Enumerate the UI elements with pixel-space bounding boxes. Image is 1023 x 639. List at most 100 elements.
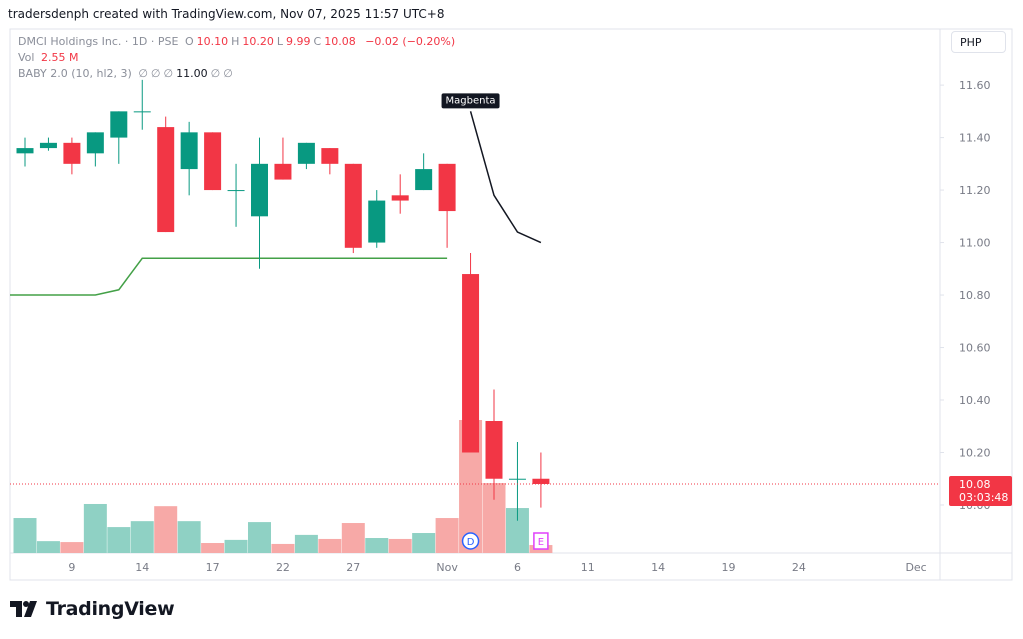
candle-body [344,163,362,248]
candle-body [532,478,550,484]
indicator-name: BABY 2.0 (10, hl2, 3) [18,67,132,80]
ohlc: O 10.10 H 10.20 L 9.99 C 10.08 [185,35,359,48]
event-marker [533,532,549,550]
last-price-label: 10.08 [959,478,991,491]
event-marker-label: D [467,537,475,548]
logo: TradingView [10,598,175,620]
candle-body [110,111,128,138]
volume-bar [83,503,107,553]
volume-bar [154,506,178,553]
annotation-label: Magbenta [446,95,496,106]
candle-body [180,132,198,170]
ohlc-key: O [184,35,194,48]
volume-bar [459,420,483,553]
volume-bar [365,538,389,553]
x-tick-label: 27 [346,561,360,574]
indicator-value: ∅ [223,67,233,80]
volume-bar [482,483,506,553]
ohlc-value: 10.20 [242,35,274,48]
volume-line: Vol 2.55 M [18,51,81,64]
ohlc-value: 10.10 [196,35,229,48]
y-tick-label: 10.40 [959,394,991,407]
volume-bar [294,534,318,553]
volume-bar [107,527,131,553]
volume-bar [388,538,412,553]
candle-body [63,142,81,164]
x-tick-label: 14 [651,561,665,574]
volume-bar [271,543,295,553]
volume-bar [248,522,271,553]
volume-bar [60,542,84,553]
symbol: DMCI Holdings Inc. · 1D · PSE [18,35,179,48]
indicator-value: ∅ [210,67,221,80]
volume-bar [435,518,459,553]
candle-body [485,421,503,479]
ohlc-value: 10.08 [324,35,356,48]
x-tick-label: 6 [514,561,521,574]
candle-body [204,132,222,191]
x-tick-label: 22 [276,561,290,574]
volume-bar [318,538,342,553]
y-tick-label: 11.20 [959,184,991,197]
x-tick-label: 11 [581,561,595,574]
candle-body [86,132,104,154]
ohlc-key: H [231,35,240,48]
countdown: 03:03:48 [959,491,1008,504]
indicator-line [10,257,448,296]
indicator-line: BABY 2.0 (10, hl2, 3) ∅ ∅ ∅ 11.00 ∅ ∅ [18,67,239,80]
candle-body [368,200,386,243]
x-tick-label: 17 [206,561,220,574]
volume-bar [412,533,436,553]
ohlc-value: 9.99 [286,35,311,48]
y-tick-label: 10.20 [959,446,991,459]
volume-bar [201,543,225,553]
volume-bar [36,541,60,553]
x-tick-label: 9 [68,561,75,574]
candle-body [133,111,151,113]
volume-bar [177,521,201,553]
last-price-box [949,475,1012,506]
candle-body [39,142,57,149]
plot-frame [9,28,1013,581]
x-tick-label: Nov [436,561,458,574]
candle-body [157,127,175,233]
volume-bar [505,508,529,553]
candle-body [227,190,245,192]
volume-value: 2.55 M [40,51,79,64]
currency-button[interactable]: PHP [951,31,1006,53]
logo-text: TradingView [46,598,175,620]
indicator-value: ∅ [150,67,161,80]
event-marker [461,532,480,550]
candle-body [508,478,526,480]
y-tick-label: 10.60 [959,342,991,355]
volume-bar [341,523,365,553]
x-tick-label: 24 [792,561,806,574]
x-tick-label: Dec [905,561,926,574]
y-tick-label: 11.00 [959,237,991,250]
indicator-value: ∅ [163,67,174,80]
candle-body [297,142,315,164]
candle-body [274,163,292,180]
candle-body [251,163,268,217]
indicator-values: ∅ ∅ ∅ 11.00 ∅ ∅ [138,67,235,80]
credit: tradersdenph created with TradingView.co… [8,7,445,21]
volume-bar [130,521,154,553]
y-tick-label: 11.60 [959,79,991,92]
volume-bar [224,539,248,553]
candle-body [438,163,456,212]
candle-body [391,195,409,201]
y-tick-label: 10.80 [959,289,991,302]
x-tick-label: 14 [135,561,149,574]
indicator-value: ∅ [138,67,148,80]
change: −0.02 (−0.20%) [365,35,456,48]
indicator-line [469,111,542,244]
ohlc-key: C [313,35,322,48]
candle-body [321,148,339,164]
candle-body [16,148,34,154]
ohlc-key: L [276,35,284,48]
volume-label: Vol [18,51,35,64]
x-tick-label: 19 [722,561,736,574]
candle-body [462,274,480,453]
